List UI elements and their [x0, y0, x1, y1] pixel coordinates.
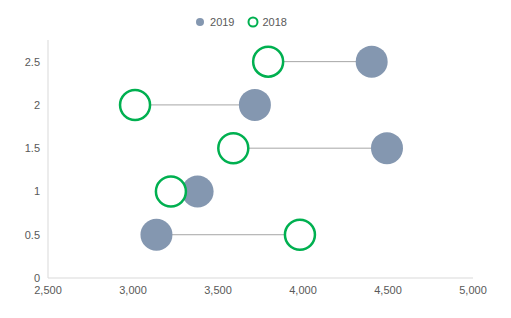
html-text:2019: 2019 [210, 16, 235, 28]
svg-text:1: 1 [34, 185, 40, 197]
svg-text:5,000: 5,000 [459, 284, 487, 296]
svg-text:3,500: 3,500 [204, 284, 232, 296]
svg-text:4,500: 4,500 [374, 284, 402, 296]
svg-text:3,000: 3,000 [119, 284, 147, 296]
svg-text:1.5: 1.5 [25, 142, 40, 154]
svg-text:2.5: 2.5 [25, 56, 40, 68]
html-text:2018: 2018 [262, 16, 287, 28]
svg-text:0: 0 [34, 272, 40, 284]
svg-text:0.5: 0.5 [25, 229, 40, 241]
svg-text:2: 2 [34, 99, 40, 111]
svg-text:4,000: 4,000 [289, 284, 317, 296]
svg-text:2,500: 2,500 [34, 284, 62, 296]
